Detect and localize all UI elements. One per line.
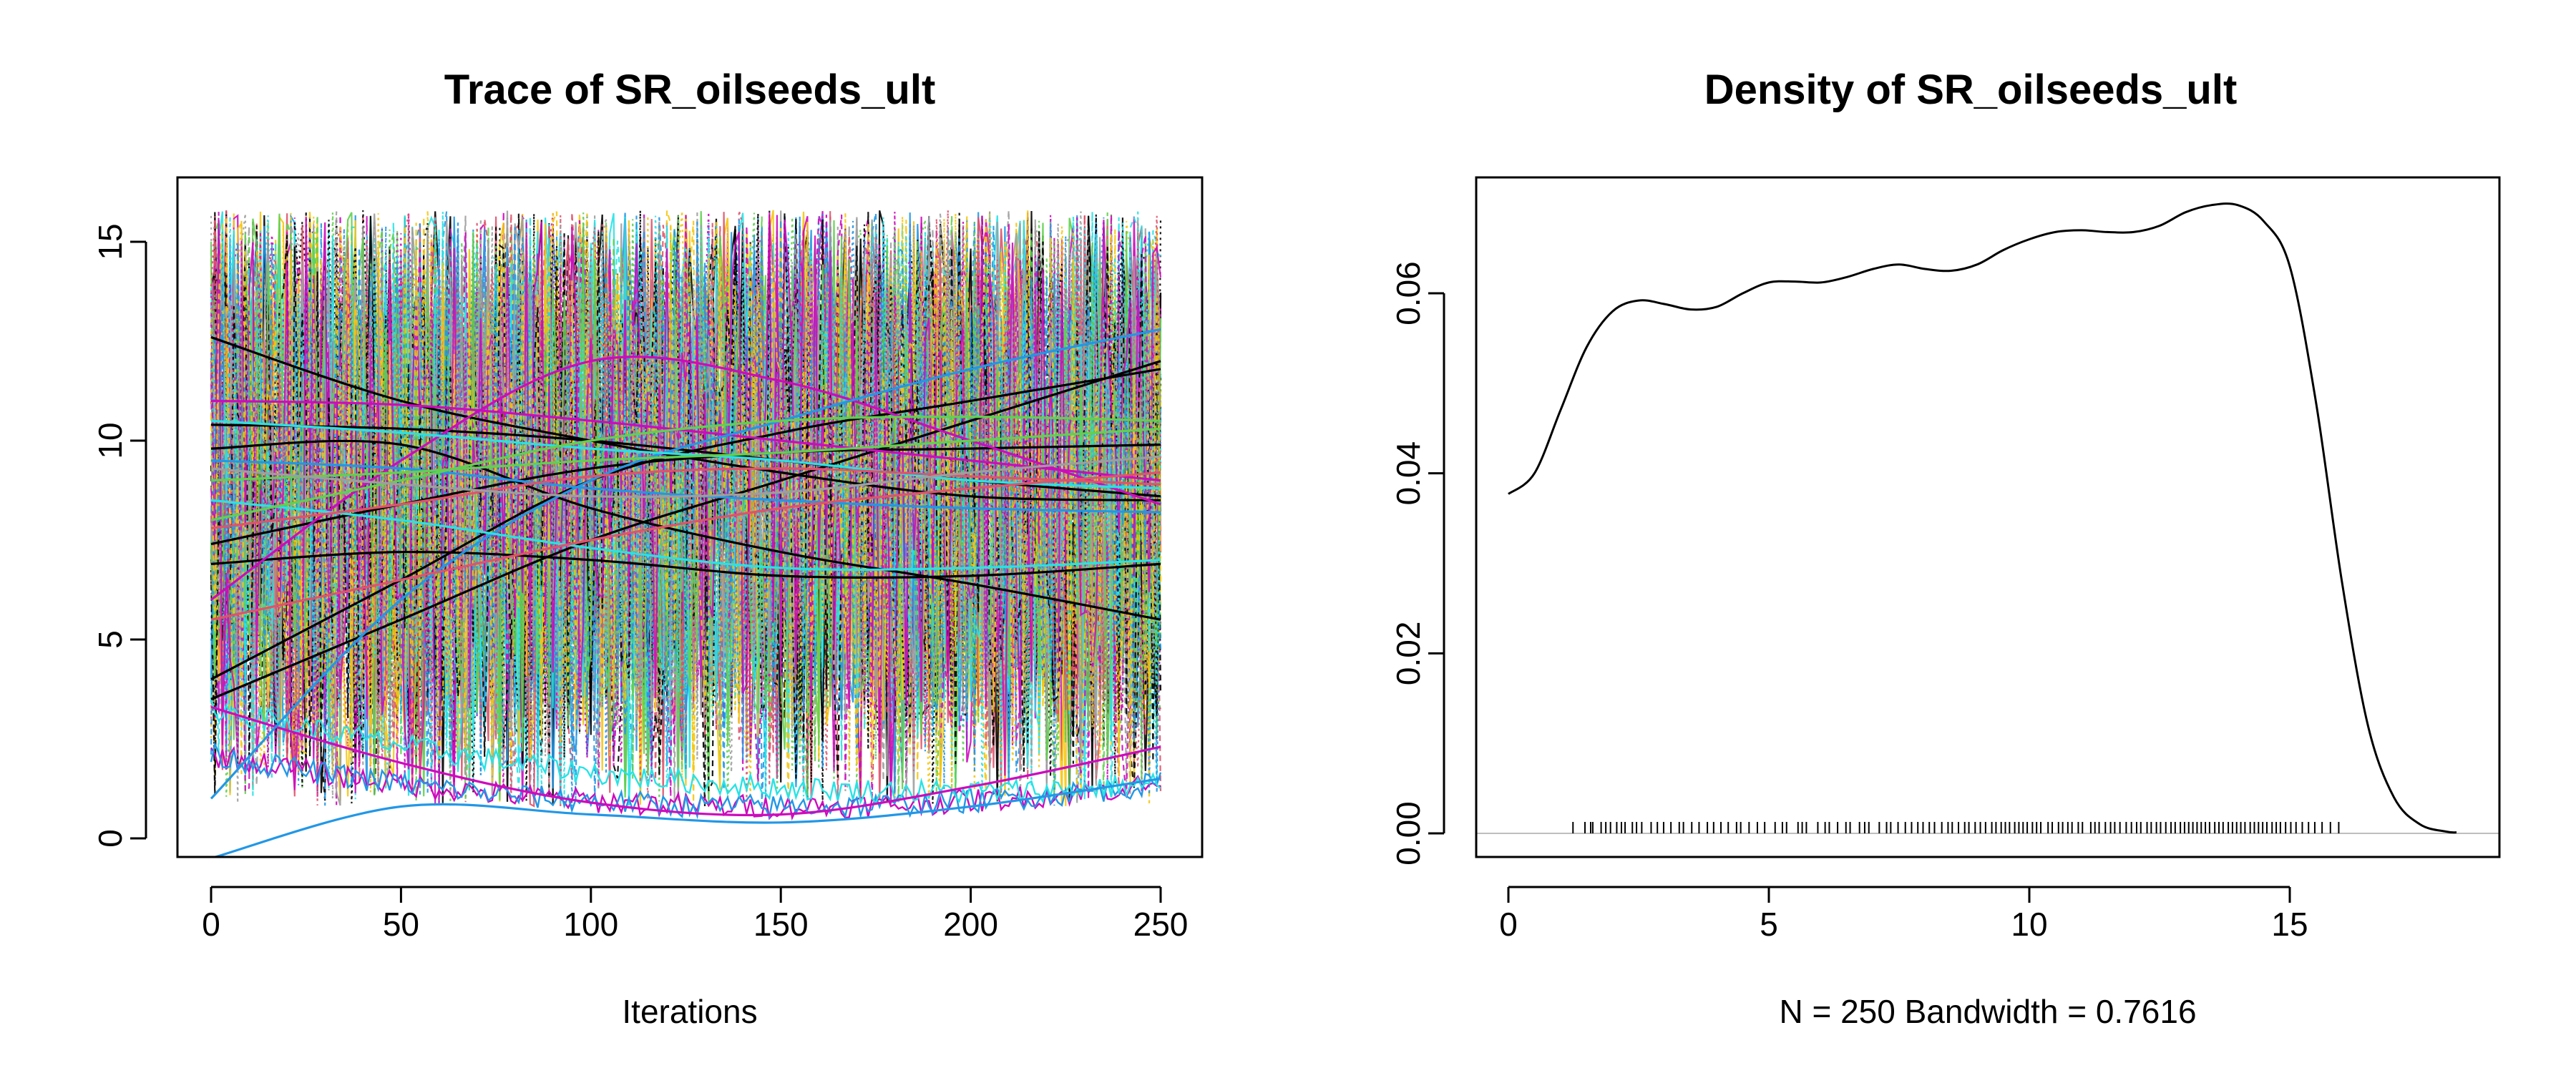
trace-chain-line bbox=[210, 745, 1161, 821]
trace-smooth-line bbox=[210, 360, 1161, 700]
trace-y-tick-label: 15 bbox=[92, 223, 129, 260]
trace-smooth-line bbox=[210, 415, 1161, 521]
trace-chain-line bbox=[210, 741, 1162, 820]
trace-y-tick-label: 0 bbox=[92, 829, 129, 848]
density-plot-panel: Density of SR_oilseeds_ult 0 5 10 15 0.000.… bbox=[1390, 67, 2501, 1030]
trace-x-tick-label: 250 bbox=[1133, 906, 1189, 943]
trace-chain-line bbox=[210, 212, 1162, 801]
trace-smooth-line bbox=[210, 427, 1161, 482]
trace-plot-panel: Trace of SR_oilseeds_ult 0 50 100 150 200 250… bbox=[92, 67, 1204, 1030]
trace-smooth-line bbox=[210, 471, 1161, 621]
density-plot-frame bbox=[1475, 176, 2501, 858]
density-y-tick-label: 0.04 bbox=[1390, 441, 1427, 506]
trace-x-tick-label: 50 bbox=[383, 906, 419, 943]
trace-smooth-line bbox=[210, 368, 1161, 681]
trace-chain-line bbox=[210, 697, 1161, 805]
trace-y-tick-label: 10 bbox=[92, 422, 129, 459]
trace-smooth-line bbox=[210, 455, 1161, 499]
trace-chain-line bbox=[210, 212, 1162, 806]
density-y-tick-label: 0.02 bbox=[1390, 622, 1427, 686]
trace-x-axis-label: Iterations bbox=[622, 993, 757, 1030]
trace-smooth-line bbox=[210, 439, 1161, 621]
trace-smooth-line bbox=[210, 399, 1161, 482]
density-x-tick-label: 15 bbox=[2271, 906, 2308, 943]
trace-x-tick-label: 200 bbox=[943, 906, 998, 943]
trace-smooth-line bbox=[211, 778, 1161, 857]
trace-x-tick-label: 150 bbox=[753, 906, 809, 943]
trace-plot-title: Trace of SR_oilseeds_ult bbox=[444, 67, 936, 113]
trace-x-axis: 0 50 100 150 200 250 bbox=[202, 886, 1189, 943]
trace-chain-line bbox=[210, 210, 1162, 801]
density-x-tick-label: 0 bbox=[1499, 906, 1518, 943]
trace-smooth-line bbox=[210, 467, 1161, 529]
density-rug-group bbox=[1572, 822, 2340, 833]
trace-x-tick-label: 0 bbox=[202, 906, 220, 943]
trace-smooth-line bbox=[210, 551, 1161, 579]
trace-x-tick-label: 100 bbox=[563, 906, 618, 943]
trace-smooth-line bbox=[210, 419, 1161, 490]
trace-y-axis: 0 5 10 15 bbox=[92, 223, 147, 848]
density-x-axis: 0 5 10 15 bbox=[1499, 886, 2308, 943]
density-curve bbox=[1508, 202, 2457, 834]
trace-smooth-line bbox=[210, 356, 1161, 601]
trace-y-tick-label: 5 bbox=[92, 630, 129, 649]
trace-smooth-line bbox=[210, 459, 1161, 514]
trace-smooth-line bbox=[210, 705, 1161, 817]
density-x-axis-label: N = 250 Bandwidth = 0.7616 bbox=[1779, 993, 2196, 1030]
trace-plot-frame bbox=[176, 176, 1204, 858]
density-x-tick-label: 5 bbox=[1760, 906, 1778, 943]
trace-chain-line bbox=[210, 210, 1162, 806]
trace-series-group bbox=[210, 210, 1162, 857]
density-plot-title: Density of SR_oilseeds_ult bbox=[1704, 67, 2238, 113]
density-y-tick-label: 0.06 bbox=[1390, 261, 1427, 325]
trace-smooth-line bbox=[210, 499, 1161, 572]
density-y-tick-label: 0.00 bbox=[1390, 801, 1427, 866]
density-x-tick-label: 10 bbox=[2011, 906, 2047, 943]
density-y-axis: 0.00 0.02 0.04 0.06 bbox=[1390, 261, 1445, 866]
trace-chain-line bbox=[210, 210, 1162, 801]
